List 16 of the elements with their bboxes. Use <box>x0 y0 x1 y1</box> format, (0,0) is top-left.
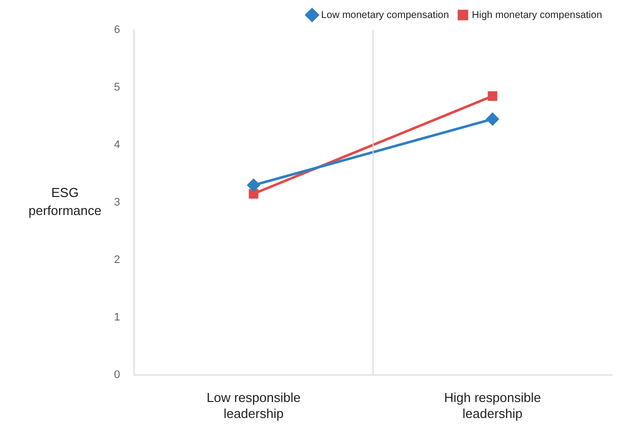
x-tick-label: Low responsible leadership <box>206 390 301 421</box>
y-tick-label: 3 <box>114 196 120 208</box>
x-tick-label: High responsible leadership <box>444 390 541 421</box>
point <box>247 178 260 192</box>
y-tick-label: 4 <box>114 138 120 151</box>
point <box>488 91 498 101</box>
y-tick-label: 6 <box>114 24 120 36</box>
legend-label: High monetary compensation <box>472 10 602 21</box>
point <box>248 188 258 199</box>
y-axis-title: ESG performance <box>28 184 102 218</box>
y-tick-label: 1 <box>114 311 120 324</box>
legend-label: Low monetary compensation <box>321 10 449 21</box>
y-tick-label: 5 <box>114 82 120 94</box>
point <box>486 112 499 126</box>
y-tick-label: 2 <box>114 254 120 266</box>
y-tick-label: 0 <box>114 368 120 381</box>
